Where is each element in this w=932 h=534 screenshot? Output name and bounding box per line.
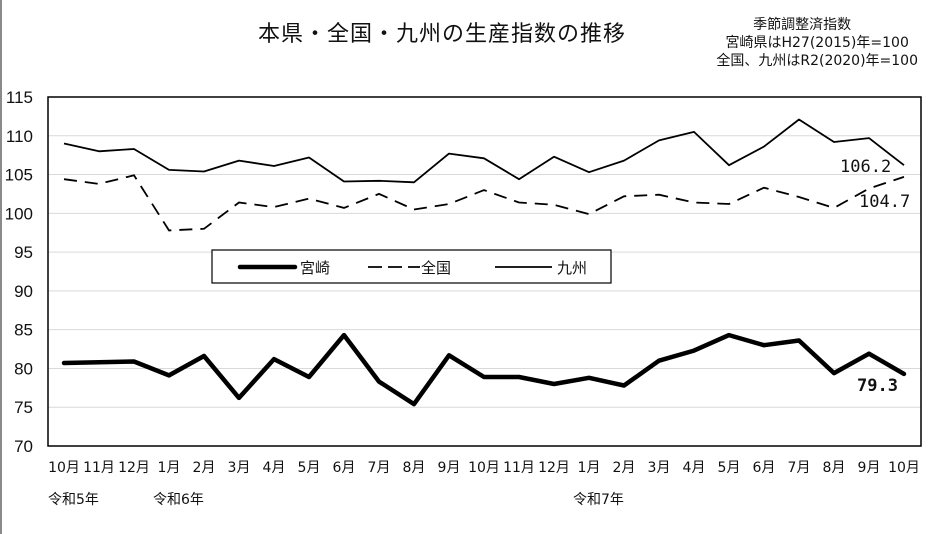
index-base-note: 季節調整済指数 宮崎県はH27(2015)年=100 全国、九州はR2(2020… (716, 16, 918, 70)
x-tick-label: 1月 (578, 460, 601, 476)
x-tick-label: 10月 (468, 460, 500, 476)
y-tick-label: 85 (14, 321, 33, 340)
y-tick-label: 75 (14, 398, 33, 417)
end-label-national: 104.7 (859, 192, 910, 212)
x-tick-label: 10月 (888, 460, 920, 476)
y-tick-label: 110 (6, 127, 33, 146)
x-tick-label: 9月 (438, 460, 461, 476)
x-tick-label: 7月 (788, 460, 811, 476)
x-tick-label: 12月 (118, 460, 150, 476)
x-tick-label: 6月 (333, 460, 356, 476)
end-label-miyazaki: 79.3 (857, 376, 898, 396)
era-label: 令和5年 (48, 492, 99, 508)
y-tick-label: 80 (14, 359, 33, 378)
x-tick-label: 8月 (823, 460, 846, 476)
y-tick-label: 105 (5, 166, 33, 185)
chart-title: 本県・全国・九州の生産指数の推移 (258, 22, 627, 47)
left-edge-rule (0, 0, 2, 534)
x-tick-label: 10月 (48, 460, 80, 476)
y-tick-label: 115 (6, 88, 33, 107)
y-tick-label: 90 (14, 282, 33, 301)
x-tick-label: 5月 (298, 460, 321, 476)
x-tick-label: 3月 (228, 460, 251, 476)
x-axis-ticks: 10月 11月 12月 1月 2月 3月 4月 5月 6月 7月 8月 9月 10月 11月 12月 1月 2月… (48, 460, 920, 476)
series-national-line (63, 174, 905, 232)
x-tick-label: 6月 (753, 460, 776, 476)
x-tick-label: 2月 (613, 460, 636, 476)
era-labels: 令和5年 令和6年 令和7年 (48, 492, 624, 508)
x-tick-label: 7月 (368, 460, 391, 476)
x-tick-label: 11月 (503, 460, 535, 476)
y-tick-label: 70 (14, 437, 33, 456)
y-axis-ticks: 70 75 80 85 90 95 100 105 110 115 (5, 88, 33, 456)
x-tick-label: 11月 (83, 460, 115, 476)
note-line-miyazaki-base: 宮崎県はH27(2015)年=100 (725, 35, 909, 51)
legend-label-national: 全国 (421, 259, 451, 277)
x-tick-label: 9月 (858, 460, 881, 476)
era-label: 令和7年 (573, 492, 624, 508)
series-kyushu-line (63, 118, 905, 184)
legend-label-kyushu: 九州 (557, 259, 587, 277)
x-tick-label: 4月 (683, 460, 706, 476)
y-tick-label: 100 (5, 204, 33, 223)
x-tick-label: 8月 (403, 460, 426, 476)
note-line-seasonal: 季節調整済指数 (753, 17, 852, 33)
y-tick-label: 95 (14, 243, 33, 262)
plot-frame (47, 96, 922, 447)
end-label-kyushu: 106.2 (840, 157, 891, 177)
x-tick-label: 5月 (718, 460, 741, 476)
note-line-national-base: 全国、九州はR2(2020)年=100 (716, 53, 918, 69)
series-miyazaki-line (61, 332, 907, 407)
era-label: 令和6年 (153, 492, 204, 508)
x-tick-label: 1月 (158, 460, 181, 476)
legend: 宮崎 全国 九州 (211, 249, 612, 284)
x-tick-label: 2月 (193, 460, 216, 476)
x-tick-label: 4月 (263, 460, 286, 476)
legend-label-miyazaki: 宮崎 (300, 259, 330, 277)
x-tick-label: 3月 (648, 460, 671, 476)
x-tick-label: 12月 (538, 460, 570, 476)
